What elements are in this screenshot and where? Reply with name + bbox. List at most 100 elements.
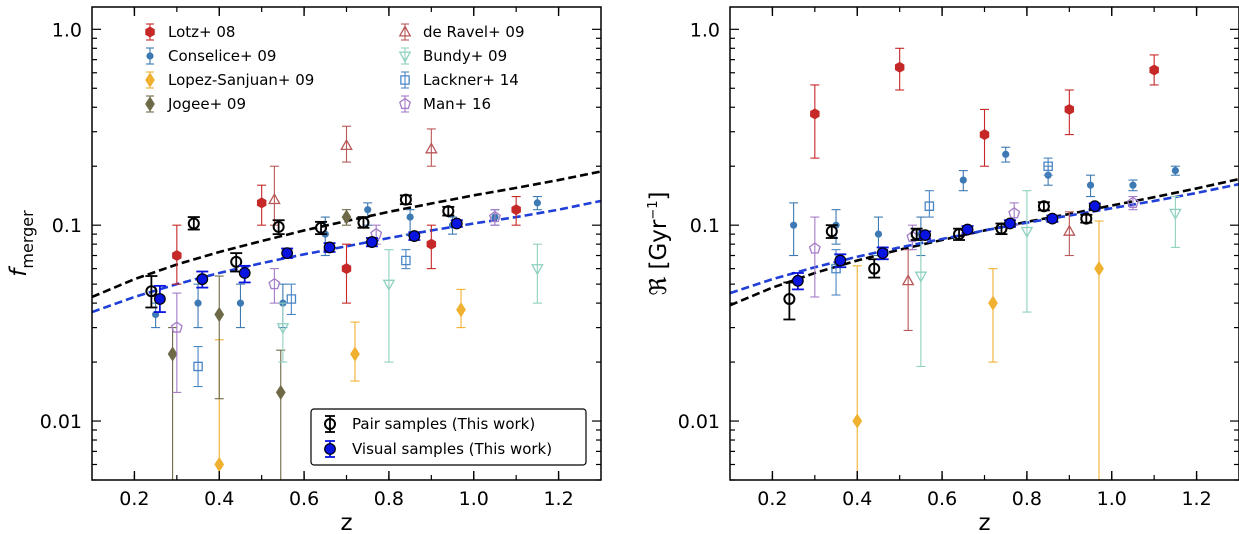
man-marker <box>1126 196 1139 208</box>
conselice-marker <box>364 206 372 214</box>
bundy-marker <box>1020 226 1034 239</box>
legend-label: Lackner+ 14 <box>423 71 519 89</box>
man-marker <box>808 242 821 254</box>
pair-point <box>145 275 158 309</box>
conselice-point <box>1001 146 1011 163</box>
visual-marker <box>450 217 463 230</box>
y-tick-label: 0.01 <box>678 411 720 433</box>
this-work-legend: Pair samples (This work) Visual samples (… <box>310 408 587 466</box>
deravel-marker <box>268 192 281 205</box>
visual-point <box>876 246 889 261</box>
visual-point <box>196 270 209 289</box>
axes-frame <box>729 6 1239 481</box>
pair-point <box>1080 212 1093 225</box>
conselice-marker <box>1129 181 1137 189</box>
pair-marker <box>315 221 328 234</box>
y-axis-label: fmerger <box>6 210 37 277</box>
series-lackner <box>831 157 1053 296</box>
x-tick-label: 0.6 <box>289 488 319 510</box>
jogee-point <box>341 209 352 226</box>
visual-point <box>1088 200 1101 213</box>
y-tick-label: 1.0 <box>52 19 82 41</box>
series-deravel <box>901 211 1076 332</box>
jogee-point <box>275 349 286 480</box>
conselice-marker <box>874 230 883 238</box>
conselice-marker <box>533 199 541 207</box>
x-axis-label: z <box>978 510 990 534</box>
lotz-point <box>426 224 437 270</box>
lackner-marker <box>286 294 297 304</box>
legend-item-visual: Visual samples (This work) <box>324 440 552 458</box>
lotz-point <box>810 84 820 159</box>
x-tick-label: 1.0 <box>459 488 489 510</box>
jogee-marker <box>214 306 225 323</box>
lotz-marker <box>894 61 905 73</box>
legend-item-deravel: de Ravel+ 09 <box>398 23 525 41</box>
lopez-point <box>852 265 863 480</box>
x-axis-label: z <box>340 510 352 534</box>
bundy-point <box>382 249 396 363</box>
legend-marker-lackner <box>400 75 410 85</box>
legend-label: Conselice+ 09 <box>168 47 276 65</box>
lackner-point <box>924 190 935 218</box>
visual-point <box>919 229 932 241</box>
lopez-marker <box>1094 261 1104 277</box>
lackner-point <box>193 346 203 388</box>
series-bundy <box>914 190 1182 367</box>
lotz-point <box>979 108 990 167</box>
series-lackner <box>193 249 411 388</box>
x-tick-label: 0.2 <box>119 488 149 510</box>
x-tick-label: 0.4 <box>842 488 872 510</box>
conselice-marker <box>194 299 202 307</box>
lotz-marker <box>341 263 352 275</box>
fit-pair-line <box>730 177 1239 307</box>
lotz-marker <box>1064 103 1075 115</box>
lackner-marker <box>193 361 203 372</box>
visual-point <box>365 236 378 248</box>
lackner-marker <box>401 255 411 266</box>
visual-point <box>408 230 421 242</box>
bundy-marker <box>531 264 544 276</box>
lopez-marker <box>852 413 863 429</box>
lackner-marker <box>1043 161 1053 171</box>
y-axis-label: ℜ [Gyr−1] <box>646 191 672 295</box>
legend-item-jogee: Jogee+ 09 <box>145 95 246 113</box>
deravel-point <box>425 128 438 167</box>
visual-marker <box>323 241 336 254</box>
lotz-marker <box>511 204 521 216</box>
legend-item-bundy: Bundy+ 09 <box>398 47 507 65</box>
pair-marker <box>783 292 796 305</box>
panel-right: 0.2 0.4 0.6 0.8 1.0 1.2 z 0.01 0.1 1.0 ℜ [Gyr−1] <box>646 6 1239 534</box>
legend-label: Lopez-Sanjuan+ 09 <box>168 71 314 89</box>
conselice-marker <box>236 299 245 307</box>
lopez-point <box>350 321 360 382</box>
x-tick-label: 1.2 <box>1181 488 1211 510</box>
lotz-marker <box>810 108 820 120</box>
man-point <box>808 216 821 298</box>
conselice-point <box>363 202 373 226</box>
pair-marker <box>230 255 243 268</box>
visual-point <box>1003 217 1016 230</box>
y-tick-label: 0.01 <box>40 411 82 433</box>
legend-item-lotz: Lotz+ 08 <box>145 23 235 41</box>
legend-box <box>310 408 587 466</box>
lotz-marker <box>426 238 437 250</box>
legend-marker-visual <box>324 443 336 455</box>
visual-point <box>834 253 847 269</box>
pair-point <box>868 258 881 279</box>
pair-marker <box>1080 212 1093 225</box>
pair-point <box>187 216 200 231</box>
x-tick-label: 0.6 <box>927 488 957 510</box>
lotz-point <box>894 47 905 91</box>
jogee-point <box>214 275 225 400</box>
y-label-main: f <box>6 266 32 277</box>
pair-point <box>272 219 285 236</box>
pair-point <box>825 224 838 239</box>
legend-item-man: Man+ 16 <box>399 95 491 113</box>
bundy-marker <box>914 271 928 283</box>
series-jogee <box>167 209 352 480</box>
jogee-marker <box>167 346 178 362</box>
pair-marker <box>1037 200 1050 213</box>
lopez-marker <box>988 295 998 311</box>
lotz-point <box>172 224 182 285</box>
